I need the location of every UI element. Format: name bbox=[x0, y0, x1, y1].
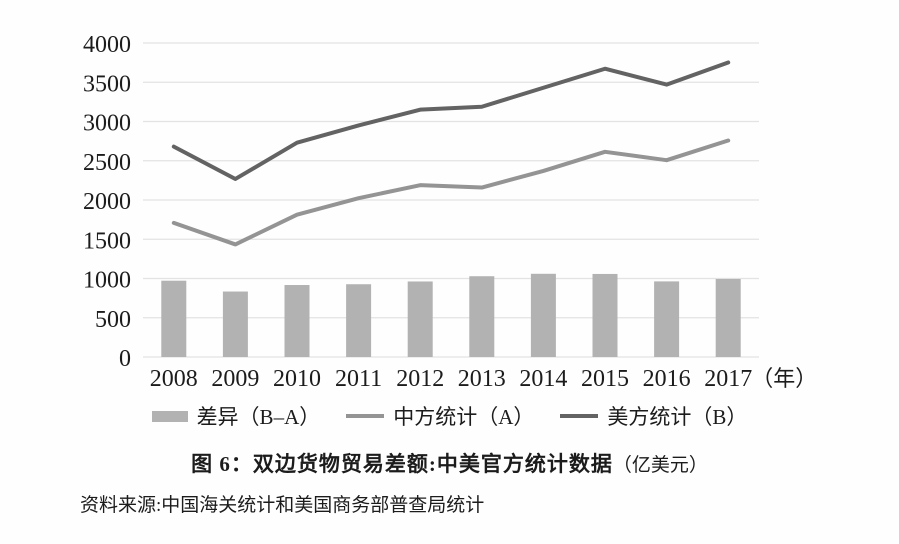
x-tick-label: 2011 bbox=[335, 366, 382, 392]
difference-bar bbox=[654, 281, 680, 357]
difference-bar bbox=[592, 273, 618, 357]
difference-bar bbox=[469, 276, 495, 357]
legend-item-difference: 差异（B–A） bbox=[151, 401, 321, 431]
x-axis-unit-label: （年） bbox=[751, 366, 817, 391]
china-stats-line-swatch bbox=[346, 414, 385, 418]
y-tick-label: 1000 bbox=[83, 268, 131, 294]
x-tick-label: 2015 bbox=[581, 366, 629, 392]
figure-title: 图 6：双边货物贸易差额:中美官方统计数据（亿美元） bbox=[0, 448, 899, 478]
y-tick-label: 3000 bbox=[83, 111, 131, 137]
difference-bar bbox=[715, 278, 741, 357]
x-tick-label: 2016 bbox=[643, 366, 691, 392]
x-tick-label: 2017 bbox=[704, 366, 752, 392]
difference-bar bbox=[530, 273, 556, 357]
difference-bar bbox=[284, 285, 310, 357]
y-tick-label: 4000 bbox=[83, 32, 131, 58]
legend-item-china-stats: 中方统计（A） bbox=[346, 401, 534, 431]
x-tick-label: 2013 bbox=[458, 366, 506, 392]
x-tick-label: 2014 bbox=[519, 366, 567, 392]
difference-bar-swatch bbox=[151, 410, 188, 422]
legend-label-difference: 差异（B–A） bbox=[196, 405, 321, 429]
x-tick-label: 2012 bbox=[396, 366, 444, 392]
difference-bar bbox=[161, 280, 187, 357]
trade-chart: 0 500 1000 1500 2000 2500 3000 3500 4000 2008 2009… bbox=[83, 32, 817, 392]
difference-bar bbox=[222, 291, 248, 357]
chart-legend: 差异（B–A） 中方统计（A） 美方统计（B） bbox=[0, 400, 899, 432]
difference-bar bbox=[407, 281, 433, 357]
legend-label-china-stats: 中方统计（A） bbox=[393, 405, 535, 429]
y-tick-label: 2500 bbox=[83, 150, 131, 176]
us-stats-line-swatch bbox=[560, 414, 599, 418]
y-tick-label: 3500 bbox=[83, 71, 131, 97]
figure-title-main: 图 6：双边货物贸易差额:中美官方统计数据 bbox=[191, 452, 613, 476]
x-tick-label: 2008 bbox=[150, 366, 198, 392]
us-stats-line bbox=[171, 60, 731, 181]
source-note: 资料来源:中国海关统计和美国商务部普查局统计 bbox=[80, 495, 485, 516]
difference-bar bbox=[346, 284, 372, 357]
y-tick-label: 1500 bbox=[83, 228, 131, 254]
y-tick-label: 2000 bbox=[83, 189, 131, 215]
chart-area: 0 500 1000 1500 2000 2500 3000 3500 4000 2008 2009… bbox=[83, 32, 817, 392]
legend-label-us-stats: 美方统计（B） bbox=[607, 405, 748, 429]
x-tick-label: 2009 bbox=[211, 366, 259, 392]
y-tick-label: 0 bbox=[119, 346, 131, 372]
legend-item-us-stats: 美方统计（B） bbox=[560, 401, 747, 431]
x-tick-label: 2010 bbox=[273, 366, 321, 392]
china-stats-line bbox=[171, 138, 731, 247]
figure-title-unit: （亿美元） bbox=[612, 455, 708, 476]
y-tick-label: 500 bbox=[95, 307, 131, 333]
